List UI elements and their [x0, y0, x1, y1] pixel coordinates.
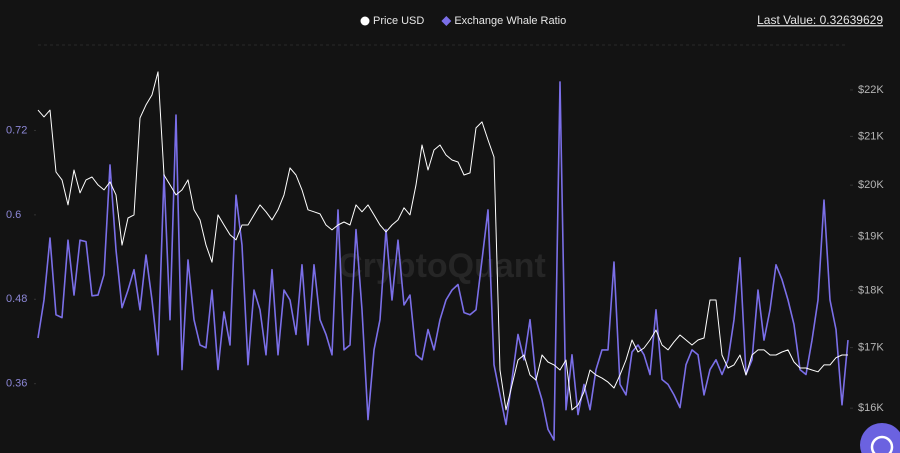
- chat-icon: [870, 435, 894, 453]
- y2-tick-label: $21K: [858, 130, 884, 142]
- last-value[interactable]: Last Value: 0.32639629: [757, 13, 883, 27]
- legend-swatch: [441, 16, 452, 26]
- y2-tick-label: $22K: [858, 84, 884, 96]
- y-tick-label: 0.48: [6, 293, 27, 305]
- y-tick-label: 0.36: [6, 378, 27, 390]
- y2-tick-label: $17K: [858, 341, 884, 353]
- y-tick-label: 0.72: [6, 124, 27, 136]
- watermark: CryptoQuant: [338, 247, 546, 285]
- y2-tick-label: $18K: [858, 284, 884, 296]
- series-line: [37, 71, 848, 411]
- series-line: [37, 81, 849, 441]
- legend-swatch: [360, 16, 370, 26]
- y2-tick-label: $16K: [858, 402, 884, 414]
- legend: Price USD Exchange Whale Ratio: [360, 15, 566, 27]
- y-tick-label: 0.6: [6, 209, 21, 221]
- legend-label: Price USD: [373, 15, 424, 27]
- legend-label: Exchange Whale Ratio: [454, 15, 566, 27]
- y2-tick-label: $20K: [858, 179, 884, 191]
- y2-tick-label: $19K: [858, 230, 884, 242]
